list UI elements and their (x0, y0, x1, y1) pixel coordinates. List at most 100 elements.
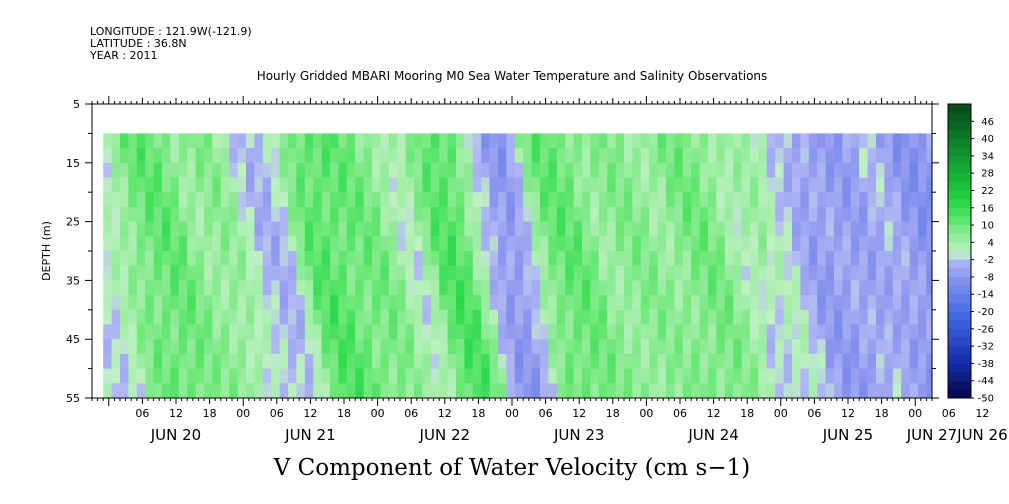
heatmap-cell (346, 133, 356, 149)
heatmap-cell (372, 133, 381, 149)
heatmap-cell (1002, 310, 1009, 325)
heatmap-cell (808, 192, 818, 208)
heatmap-cell (994, 178, 1003, 193)
colorbar-swatch (948, 121, 971, 131)
heatmap-cell (330, 221, 339, 237)
heatmap-cell (430, 251, 440, 267)
y-tick-label: 35 (66, 274, 80, 287)
heatmap-cell (876, 177, 885, 193)
heatmap-cell (682, 221, 692, 237)
heatmap-cell (229, 133, 239, 149)
heatmap-cell (674, 280, 684, 296)
heatmap-cell (414, 133, 423, 149)
heatmap-cell (640, 221, 650, 237)
heatmap-cell (204, 324, 213, 340)
heatmap-cell (128, 148, 138, 164)
heatmap-cell (884, 368, 894, 384)
heatmap-cell (405, 206, 415, 223)
heatmap-cell (363, 280, 373, 296)
heatmap-cell (397, 339, 407, 355)
heatmap-cell (212, 265, 222, 281)
heatmap-cell (296, 368, 306, 384)
heatmap-cell (531, 309, 541, 326)
heatmap-cell (1002, 339, 1009, 354)
heatmap-cell (279, 206, 289, 223)
heatmap-cell (935, 280, 944, 295)
heatmap-cell (145, 192, 155, 208)
x-day-label: JUN 22 (419, 426, 470, 444)
x-hour-label: 06 (404, 407, 418, 420)
heatmap-cell (472, 353, 482, 370)
heatmap-cell (288, 265, 297, 281)
heatmap-cell (111, 368, 121, 384)
heatmap-cell (624, 324, 633, 340)
heatmap-cell (456, 192, 465, 208)
heatmap-cell (825, 206, 835, 223)
heatmap-cell (187, 251, 197, 267)
heatmap-cell (237, 162, 247, 179)
heatmap-cell (464, 192, 474, 208)
heatmap-cell (666, 383, 675, 398)
heatmap-cells (103, 133, 1009, 398)
heatmap-cell (128, 236, 138, 252)
colorbar-label: -2 (984, 255, 994, 266)
heatmap-cell (573, 353, 583, 370)
heatmap-cell (733, 295, 743, 311)
heatmap-cell (716, 251, 726, 267)
heatmap-cell (363, 148, 373, 164)
heatmap-cell (892, 148, 902, 164)
heatmap-cell (262, 383, 272, 398)
heatmap-cell (447, 162, 457, 179)
heatmap-cell (178, 133, 188, 149)
heatmap-cell (724, 339, 734, 355)
heatmap-cell (674, 177, 684, 193)
heatmap-cell (750, 295, 759, 311)
heatmap-cell (640, 236, 650, 252)
heatmap-cell (195, 192, 205, 208)
heatmap-cell (170, 324, 180, 340)
heatmap-cell (456, 383, 465, 398)
heatmap-cell (741, 133, 751, 149)
heatmap-cell (162, 353, 171, 370)
heatmap-cell (439, 353, 449, 370)
heatmap-cell (724, 295, 734, 311)
heatmap-cell (414, 280, 423, 296)
heatmap-cell (397, 177, 407, 193)
heatmap-cell (682, 177, 692, 193)
colorbar-label: -44 (978, 376, 994, 387)
heatmap-cell (338, 295, 348, 311)
heatmap-cell (472, 192, 482, 208)
heatmap-cell (850, 309, 860, 326)
heatmap-cell (556, 324, 566, 340)
heatmap-cell (632, 265, 642, 281)
heatmap-cell (540, 192, 549, 208)
heatmap-cell (246, 309, 255, 326)
heatmap-cell (296, 383, 306, 398)
heatmap-cell (649, 192, 659, 208)
heatmap-cell (867, 177, 877, 193)
heatmap-cell (481, 236, 491, 252)
heatmap-cell (397, 295, 407, 311)
heatmap-cell (649, 221, 659, 237)
heatmap-cell (531, 280, 541, 296)
heatmap-cell (859, 192, 869, 208)
heatmap-cell (766, 383, 776, 398)
heatmap-cell (162, 236, 171, 252)
heatmap-cell (741, 309, 751, 326)
heatmap-cell (170, 206, 180, 223)
heatmap-cell (994, 163, 1003, 178)
heatmap-cell (607, 265, 617, 281)
heatmap-cell (666, 309, 675, 326)
heatmap-cell (162, 368, 171, 384)
heatmap-cell (136, 383, 146, 398)
heatmap-cell (237, 177, 247, 193)
heatmap-cell (363, 295, 373, 311)
heatmap-cell (363, 251, 373, 267)
heatmap-cell (464, 206, 474, 223)
heatmap-cell (254, 236, 264, 252)
heatmap-cell (128, 339, 138, 355)
heatmap-cell (330, 236, 339, 252)
heatmap-cell (237, 353, 247, 370)
heatmap-cell (859, 177, 869, 193)
heatmap-cell (456, 265, 465, 281)
